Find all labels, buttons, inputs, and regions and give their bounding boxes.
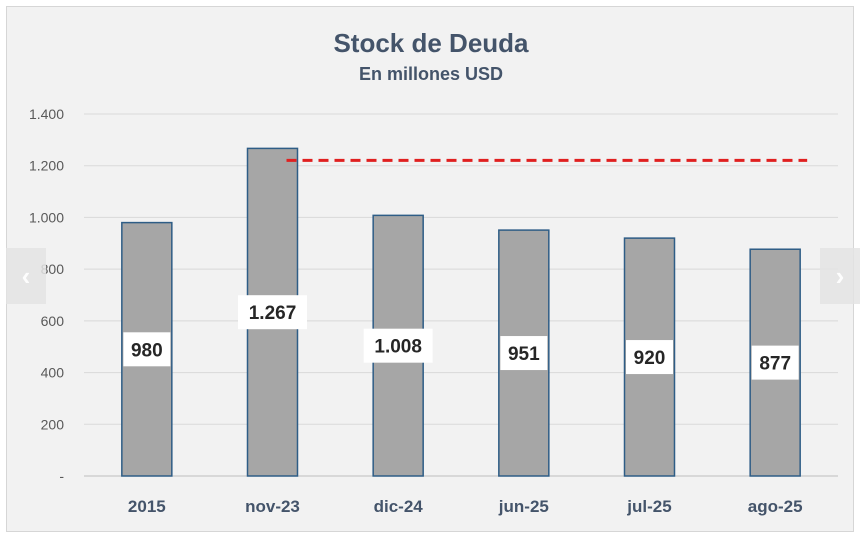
data-label-box: [363, 328, 433, 363]
x-tick-label: 2015: [128, 497, 166, 516]
carousel-prev-button[interactable]: ‹: [6, 248, 46, 304]
carousel-next-button[interactable]: ›: [820, 248, 860, 304]
data-label: 1.008: [374, 337, 422, 358]
x-tick-label: jul-25: [626, 497, 671, 516]
data-label: 951: [508, 344, 540, 365]
data-label: 1.267: [249, 303, 297, 324]
data-label-box: [626, 340, 673, 375]
x-tick-label: jun-25: [498, 497, 549, 516]
chevron-left-icon: ‹: [21, 260, 31, 291]
y-tick-label: 800: [41, 261, 65, 277]
x-tick-label: ago-25: [748, 497, 803, 516]
y-tick-label: 200: [41, 416, 65, 432]
chevron-right-icon: ›: [835, 260, 845, 291]
data-label-box: [751, 345, 799, 380]
data-label: 980: [131, 340, 163, 361]
y-tick-label: 1.000: [29, 209, 64, 225]
data-label-box: [123, 332, 171, 367]
data-label: 877: [759, 354, 791, 375]
y-tick-label: -: [59, 468, 64, 484]
chart-title: Stock de Deuda: [333, 28, 529, 58]
y-tick-label: 400: [41, 365, 65, 381]
y-tick-label: 1.400: [29, 106, 64, 122]
x-tick-label: nov-23: [245, 497, 300, 516]
y-tick-label: 1.200: [29, 158, 64, 174]
chart-subtitle: En millones USD: [358, 64, 504, 84]
data-label: 920: [634, 348, 666, 369]
y-tick-label: 600: [41, 313, 65, 329]
data-label-box: [500, 336, 548, 371]
x-tick-label: dic-24: [374, 497, 424, 516]
data-label-box: [238, 295, 307, 330]
